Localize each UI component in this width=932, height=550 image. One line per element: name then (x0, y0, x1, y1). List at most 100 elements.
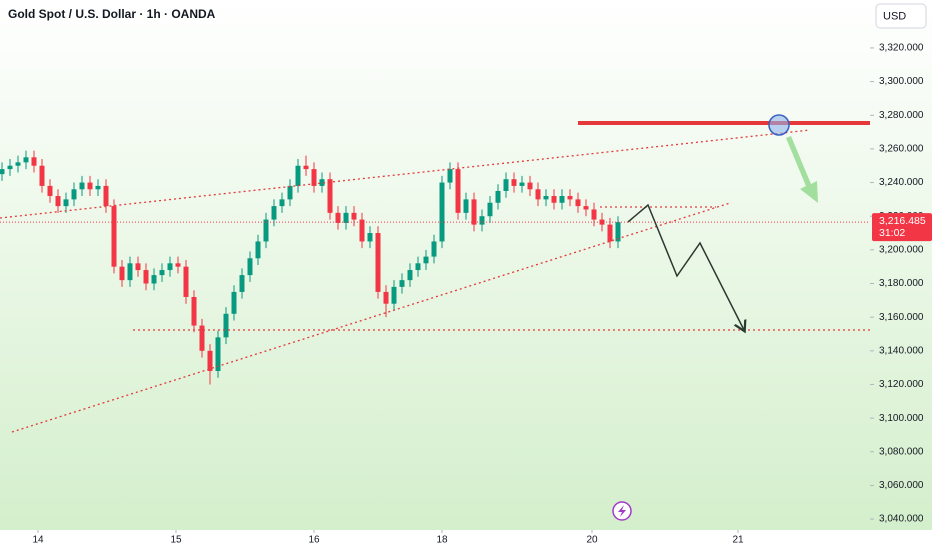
candle-body (495, 190, 501, 203)
candle-body (551, 196, 557, 203)
candle-body (111, 206, 117, 267)
candle-body (343, 212, 349, 223)
candle-body (575, 199, 581, 207)
candle-body (527, 182, 533, 190)
candle-body (415, 263, 421, 271)
candle-body (351, 212, 357, 220)
candle-body (31, 157, 37, 166)
y-tick-label: 3,240.000 (879, 177, 924, 188)
price-axis-background (870, 0, 932, 530)
candle-body (223, 313, 229, 338)
candle-body (95, 185, 101, 190)
candle-body (487, 202, 493, 217)
chart-title: Gold Spot / U.S. Dollar · 1h · OANDA (8, 7, 216, 21)
candle-body (239, 275, 245, 292)
candle-body (327, 179, 333, 213)
y-tick-label: 3,260.000 (879, 144, 924, 155)
candle-body (127, 263, 133, 281)
candle-body (55, 196, 61, 207)
candle-body (399, 280, 405, 287)
candle-body (607, 224, 613, 242)
candle-body (263, 219, 269, 242)
candle-body (287, 185, 293, 200)
candle-body (87, 182, 93, 190)
candle-body (367, 233, 373, 242)
candle-body (455, 169, 461, 213)
candle-body (135, 263, 141, 271)
candle-body (199, 325, 205, 351)
candle-body (391, 286, 397, 304)
current-price-label: 3,216.485 (879, 215, 926, 227)
current-price-tag (872, 213, 932, 242)
candle-body (23, 157, 29, 163)
x-tick-label: 18 (436, 535, 448, 546)
green-arrow (786, 136, 818, 203)
candle-body (591, 209, 597, 220)
candle-body (7, 165, 13, 170)
candle-body (559, 196, 565, 203)
candle-body (511, 179, 517, 186)
x-tick-label: 21 (732, 535, 744, 546)
currency-button[interactable] (875, 3, 927, 29)
candle-body (255, 241, 261, 259)
y-tick-label: 3,180.000 (879, 278, 924, 289)
y-tick-label: 3,160.000 (879, 312, 924, 323)
y-tick-label: 3,120.000 (879, 379, 924, 390)
candle-body (191, 296, 197, 326)
candle-body (423, 256, 429, 264)
candle-body (159, 270, 165, 276)
candle-body (79, 182, 85, 190)
y-tick-label: 3,200.000 (879, 244, 924, 255)
event-bolt (618, 505, 626, 517)
candle-body (503, 179, 509, 191)
candle-body (407, 270, 413, 281)
y-tick-label: 3,280.000 (879, 110, 924, 121)
y-tick-label: 3,080.000 (879, 446, 924, 457)
candle-body (279, 199, 285, 207)
candle-body (439, 182, 445, 242)
candle-body (231, 291, 237, 314)
candle-body (167, 263, 173, 271)
candle-body (319, 179, 325, 186)
candle-body (247, 258, 253, 276)
candle-body (311, 169, 317, 186)
candle-body (119, 266, 125, 281)
x-tick-label: 14 (32, 535, 44, 546)
candle-body (0, 169, 5, 175)
candle-body (335, 212, 341, 223)
candle-body (463, 199, 469, 213)
candles (0, 150, 621, 385)
candle-body (303, 165, 309, 170)
upper-trendline (0, 129, 811, 219)
candle-body (47, 185, 53, 197)
candle-body (583, 206, 589, 210)
candle-body (615, 222, 621, 242)
currency-label: USD (883, 10, 906, 22)
projection-path (627, 203, 744, 330)
candle-body (271, 206, 277, 220)
x-tick-label: 15 (170, 535, 182, 546)
candle-body (71, 189, 77, 200)
candle-body (151, 275, 157, 284)
y-tick-label: 3,100.000 (879, 413, 924, 424)
candle-body (471, 199, 477, 225)
candle-body (63, 199, 69, 207)
touch-circle (768, 114, 790, 136)
y-tick-label: 3,300.000 (879, 76, 924, 87)
candle-body (103, 185, 109, 207)
lower-trendline (11, 202, 731, 433)
candle-body (143, 270, 149, 284)
candle-body (431, 241, 437, 257)
candle-body (175, 263, 181, 267)
time-axis-background (0, 530, 932, 550)
candle-body (183, 266, 189, 297)
y-tick-label: 3,140.000 (879, 345, 924, 356)
candle-body (567, 196, 573, 200)
y-tick-label: 3,320.000 (879, 43, 924, 54)
candle-body (207, 350, 213, 371)
candle-body (383, 291, 389, 304)
y-tick-label: 3,060.000 (879, 480, 924, 491)
candle-body (599, 219, 605, 225)
